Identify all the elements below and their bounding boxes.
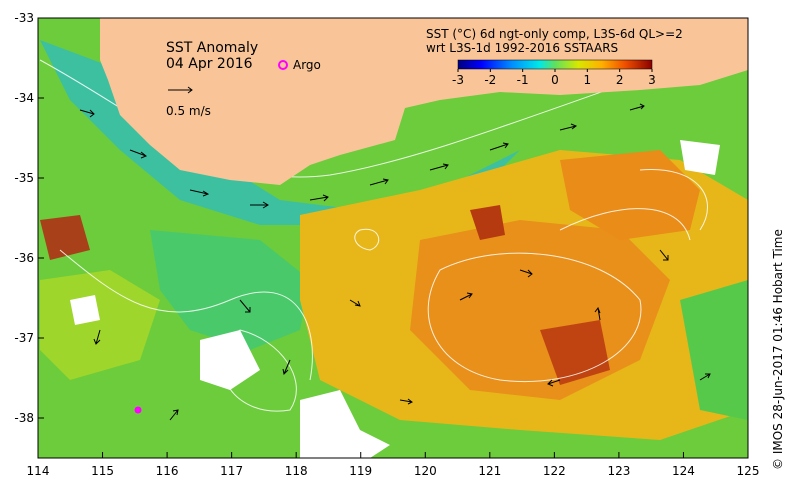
colorbar-tick-label: -1 — [517, 73, 529, 87]
y-tick-label: -37 — [14, 331, 34, 345]
missing-data-southwest — [200, 330, 260, 390]
map-border — [37, 17, 749, 459]
colorbar-tick-label: 2 — [616, 73, 624, 87]
vector-scale-label: 0.5 m/s — [166, 104, 211, 118]
y-tick-label: -36 — [14, 251, 34, 265]
x-tick-label: 121 — [478, 464, 501, 478]
product-line-2: wrt L3S-1d 1992-2016 SSTAARS — [426, 41, 618, 55]
colorbar: -3 -2 -1 0 1 2 3 — [452, 59, 656, 87]
colorbar-tick-label: 1 — [584, 73, 592, 87]
x-tick-label: 115 — [91, 464, 114, 478]
x-tick-label: 124 — [672, 464, 695, 478]
argo-marker-icon — [278, 60, 288, 70]
green-west-region — [150, 230, 310, 350]
map-title: SST Anomaly — [166, 40, 258, 56]
red-anomaly-patch-1 — [470, 205, 505, 240]
colorbar-gradient — [457, 59, 653, 70]
x-tick-label: 118 — [285, 464, 308, 478]
vector-scale-arrow-icon — [168, 86, 193, 94]
x-axis: 114 115 116 117 118 119 120 121 122 123 124 125 — [27, 452, 760, 478]
teal-coastal-band — [40, 40, 520, 225]
map-panel — [38, 18, 748, 458]
argo-float-point — [134, 406, 142, 414]
y-tick-label: -35 — [14, 171, 34, 185]
y-axis: -33 -34 -35 -36 -37 -38 — [14, 11, 44, 425]
x-tick-label: 116 — [156, 464, 179, 478]
red-anomaly-patch-2 — [540, 320, 610, 385]
x-tick-label: 120 — [414, 464, 437, 478]
y-tick-label: -34 — [14, 91, 34, 105]
colorbar-tick-label: -2 — [484, 73, 496, 87]
colorbar-tick-label: 3 — [648, 73, 656, 87]
green-east-edge — [680, 280, 748, 420]
missing-data-south — [300, 390, 390, 458]
x-tick-label: 122 — [543, 464, 566, 478]
product-line-1: SST (°C) 6d ngt-only comp, L3S-6d QL>=2 — [426, 27, 683, 41]
x-tick-label: 117 — [220, 464, 243, 478]
argo-label: Argo — [293, 58, 321, 72]
missing-data-west — [70, 295, 100, 325]
lime-west-patch — [40, 270, 160, 380]
x-tick-label: 114 — [27, 464, 50, 478]
x-tick-label: 123 — [607, 464, 630, 478]
map-date: 04 Apr 2016 — [166, 56, 253, 72]
x-tick-label: 125 — [737, 464, 760, 478]
credit-label: © IMOS 28-Jun-2017 01:46 Hobart Time — [771, 229, 785, 470]
credit-text: © IMOS 28-Jun-2017 01:46 Hobart Time — [763, 190, 790, 470]
missing-data-east — [680, 140, 720, 175]
colorbar-tick-label: 0 — [551, 73, 559, 87]
orange-anomaly-north — [560, 150, 700, 240]
current-vectors — [79, 103, 711, 421]
red-anomaly-patch-3 — [40, 215, 90, 260]
y-tick-label: -33 — [14, 11, 34, 25]
x-tick-label: 119 — [349, 464, 372, 478]
colorbar-tick-label: -3 — [452, 73, 464, 87]
y-tick-label: -38 — [14, 411, 34, 425]
